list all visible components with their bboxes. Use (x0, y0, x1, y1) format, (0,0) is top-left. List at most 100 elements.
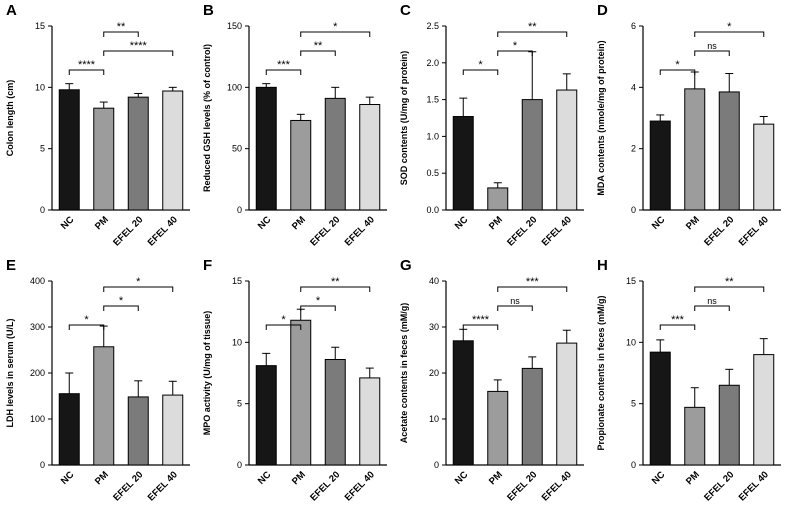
y-axis-title: Reduced GSH levels (% of control) (202, 44, 212, 192)
panel-G: G 0 10 20 30 40 Acetate contents in feces (mM/… (394, 255, 591, 510)
x-tick-label: PM (290, 469, 308, 487)
bar-pm (684, 88, 706, 211)
sig-bracket (103, 305, 139, 311)
bar-pm (290, 319, 312, 466)
y-tick-label: 0 (237, 205, 242, 215)
x-tick-label: PM (684, 469, 702, 487)
x-tick-label: NC (256, 469, 274, 487)
sig-label: * (513, 40, 518, 52)
sig-label: * (136, 276, 141, 288)
bar-pm (487, 390, 509, 466)
y-tick-label: 6 (631, 21, 636, 31)
x-tick-label: EFEL 40 (737, 469, 771, 503)
y-tick-label: 20 (429, 368, 439, 378)
y-tick-label: 10 (626, 337, 636, 347)
sig-label: **** (472, 314, 490, 326)
bar-efel-40 (556, 89, 578, 211)
sig-label: ns (707, 41, 717, 51)
sig-bracket (659, 324, 696, 330)
bar-efel-20 (718, 91, 740, 211)
y-tick-label: 0 (40, 460, 45, 470)
bar-nc (649, 120, 671, 211)
y-axis-title: Propionate contents in feces (mM/g) (596, 295, 606, 450)
panel-B: B 0 50 100 150 Reduced GSH levels (% of contr… (197, 0, 394, 255)
sig-bracket (265, 324, 302, 330)
y-tick-label: 40 (429, 276, 439, 286)
bar-efel-40 (359, 104, 381, 211)
x-tick-label: EFEL 40 (146, 469, 180, 503)
y-tick-label: 15 (626, 276, 636, 286)
x-tick-label: EFEL 20 (505, 469, 539, 503)
panel-letter-D: D (597, 2, 608, 19)
sig-bracket (694, 31, 765, 37)
sig-bracket (103, 286, 174, 292)
y-axis-title: SOD contents (U/mg of protein) (399, 51, 409, 186)
sig-bracket (462, 324, 499, 330)
bar-pm (93, 107, 115, 211)
sig-label: * (281, 314, 286, 326)
bar-efel-20 (127, 96, 149, 211)
sig-label: ** (331, 276, 340, 288)
x-tick-label: PM (93, 469, 111, 487)
bar-pm (487, 187, 509, 211)
sig-bracket (103, 31, 139, 37)
bar-efel-40 (556, 342, 578, 466)
sig-label: ns (510, 296, 520, 306)
sig-bracket (300, 286, 371, 292)
sig-bracket (265, 69, 302, 75)
bar-nc (58, 89, 80, 211)
x-tick-label: NC (453, 214, 471, 232)
x-tick-label: NC (59, 214, 77, 232)
bar-efel-40 (162, 90, 184, 211)
panel-letter-C: C (400, 2, 411, 19)
y-tick-label: 100 (227, 82, 242, 92)
bar-nc (452, 116, 474, 211)
y-tick-label: 300 (30, 322, 45, 332)
x-tick-label: EFEL 20 (702, 214, 736, 248)
y-axis-title: MPO activity (U/mg of tissue) (202, 311, 212, 436)
sig-label: *** (277, 59, 291, 71)
panel-letter-H: H (597, 257, 608, 274)
y-tick-label: 2 (631, 144, 636, 154)
bar-efel-20 (127, 396, 149, 466)
sig-bracket (694, 50, 730, 56)
y-tick-label: 0 (40, 205, 45, 215)
sig-label: * (675, 59, 680, 71)
sig-label: * (478, 59, 483, 71)
bar-efel-20 (718, 384, 740, 466)
bar-chart-G: 0 10 20 30 40 Acetate contents in feces (mM/g… (399, 276, 584, 504)
y-tick-label: 5 (631, 399, 636, 409)
sig-bracket (103, 50, 174, 56)
x-tick-label: PM (684, 214, 702, 232)
sig-bracket (68, 324, 105, 330)
panel-letter-F: F (203, 257, 213, 274)
y-tick-label: 5 (40, 144, 45, 154)
panel-letter-B: B (203, 2, 214, 19)
y-tick-label: 5 (237, 399, 242, 409)
sig-label: **** (78, 59, 96, 71)
x-tick-label: EFEL 20 (111, 469, 145, 503)
x-tick-label: NC (256, 214, 274, 232)
y-tick-label: 0 (434, 460, 439, 470)
y-tick-label: 10 (429, 414, 439, 424)
y-tick-label: 200 (30, 368, 45, 378)
y-tick-label: 400 (30, 276, 45, 286)
sig-label: ** (528, 21, 537, 33)
sig-bracket (659, 69, 696, 75)
panel-D: D 0 2 4 6 MDA contents (nmole/mg of protein) N… (591, 0, 788, 255)
x-tick-label: EFEL 40 (737, 214, 771, 248)
sig-label: * (333, 21, 338, 33)
sig-label: ns (707, 296, 717, 306)
x-tick-label: EFEL 40 (146, 214, 180, 248)
x-tick-label: EFEL 20 (505, 214, 539, 248)
sig-label: * (119, 295, 124, 307)
y-tick-label: 0.0 (426, 205, 439, 215)
sig-bracket (300, 50, 336, 56)
panel-F: F 0 5 10 15 MPO activity (U/mg of tissue) NC PM… (197, 255, 394, 510)
x-tick-label: EFEL 40 (343, 469, 377, 503)
x-tick-label: PM (290, 214, 308, 232)
bar-efel-40 (753, 123, 775, 211)
y-tick-label: 2.5 (426, 21, 439, 31)
y-tick-label: 10 (35, 82, 45, 92)
